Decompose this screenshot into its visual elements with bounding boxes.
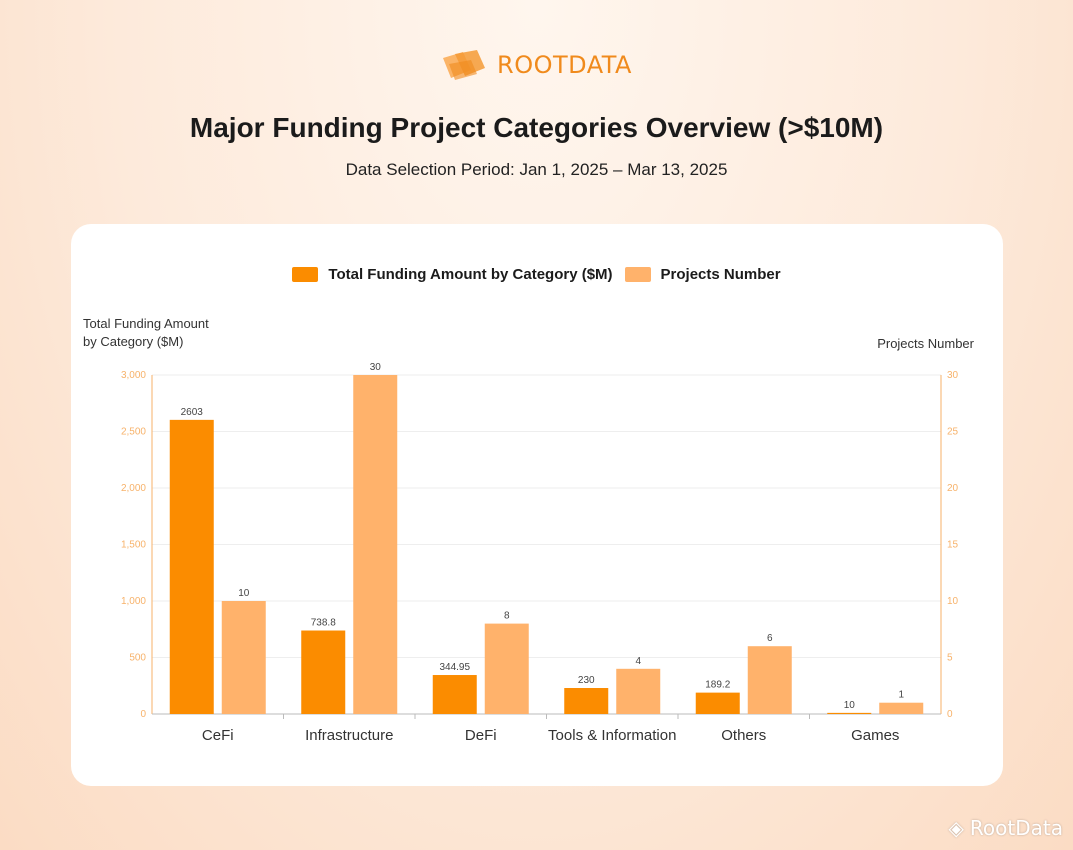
- data-label-projects: 8: [504, 611, 510, 622]
- bar-projects: [221, 601, 266, 714]
- bar-funding: [695, 692, 740, 714]
- bar-projects: [353, 375, 398, 714]
- x-category-label: DeFi: [465, 727, 497, 744]
- y-tick-right-label: 15: [947, 540, 959, 551]
- y-tick-right-label: 30: [947, 370, 959, 381]
- x-category-label: Others: [721, 727, 766, 744]
- data-label-funding: 344.95: [439, 662, 470, 673]
- y-tick-left-label: 1,000: [121, 596, 146, 607]
- y-tick-right-label: 0: [947, 709, 953, 720]
- y-tick-left-label: 500: [129, 653, 146, 664]
- bar-projects: [484, 623, 529, 714]
- bar-projects: [747, 646, 792, 714]
- data-label-projects: 30: [370, 362, 382, 373]
- legend-swatch-funding: [292, 267, 319, 282]
- chart-legend: Total Funding Amount by Category ($M) Pr…: [0, 266, 1073, 283]
- bar-funding: [169, 419, 214, 714]
- data-label-funding: 230: [578, 675, 595, 686]
- x-category-label: Tools & Information: [548, 727, 676, 744]
- brand-logo: ROOTDATA: [0, 48, 1073, 82]
- data-label-funding: 2603: [181, 407, 204, 418]
- data-label-funding: 10: [844, 700, 856, 711]
- data-label-funding: 738.8: [311, 618, 336, 629]
- y-axis-left-title-line-2: by Category ($M): [83, 334, 184, 349]
- bar-projects: [879, 702, 924, 714]
- y-axis-left-title-line-1: Total Funding Amount: [83, 316, 209, 331]
- y-tick-left-label: 2,000: [121, 483, 146, 494]
- data-label-projects: 6: [767, 633, 773, 644]
- y-tick-right-label: 20: [947, 483, 959, 494]
- y-axis-left-title: Total Funding Amount by Category ($M): [83, 315, 233, 351]
- watermark-text: RootData: [969, 816, 1063, 840]
- y-tick-left-label: 0: [140, 709, 146, 720]
- data-label-projects: 4: [635, 656, 641, 667]
- bar-funding: [564, 688, 609, 714]
- watermark: ◈ RootData: [949, 816, 1063, 840]
- data-label-projects: 10: [238, 588, 250, 599]
- legend-item-funding[interactable]: Total Funding Amount by Category ($M): [292, 266, 613, 283]
- bar-funding: [432, 675, 477, 714]
- data-label-funding: 189.2: [705, 680, 730, 691]
- y-tick-right-label: 10: [947, 596, 959, 607]
- legend-label-projects: Projects Number: [660, 266, 781, 283]
- bar-projects: [616, 668, 661, 714]
- data-label-projects: 1: [898, 690, 904, 701]
- y-tick-left-label: 1,500: [121, 540, 146, 551]
- chart-title: Major Funding Project Categories Overvie…: [189, 112, 884, 143]
- bar-funding: [301, 630, 346, 714]
- y-tick-left-label: 3,000: [121, 370, 146, 381]
- chart-subtitle: Data Selection Period: Jan 1, 2025 – Mar…: [345, 160, 728, 179]
- y-axis-right-title: Projects Number: [877, 336, 974, 351]
- brand-logo-text: ROOTDATA: [497, 51, 632, 79]
- y-tick-right-label: 5: [947, 653, 953, 664]
- y-tick-right-label: 25: [947, 427, 959, 438]
- legend-item-projects[interactable]: Projects Number: [624, 266, 781, 283]
- x-category-label: CeFi: [202, 727, 234, 744]
- rootdata-logo-icon: [443, 50, 486, 80]
- y-tick-left-label: 2,500: [121, 427, 146, 438]
- legend-swatch-projects: [624, 267, 651, 282]
- bar-funding: [827, 712, 872, 714]
- legend-label-funding: Total Funding Amount by Category ($M): [328, 266, 613, 283]
- x-category-label: Infrastructure: [305, 727, 393, 744]
- x-category-label: Games: [851, 727, 899, 744]
- watermark-diamond-icon: ◈: [948, 816, 964, 840]
